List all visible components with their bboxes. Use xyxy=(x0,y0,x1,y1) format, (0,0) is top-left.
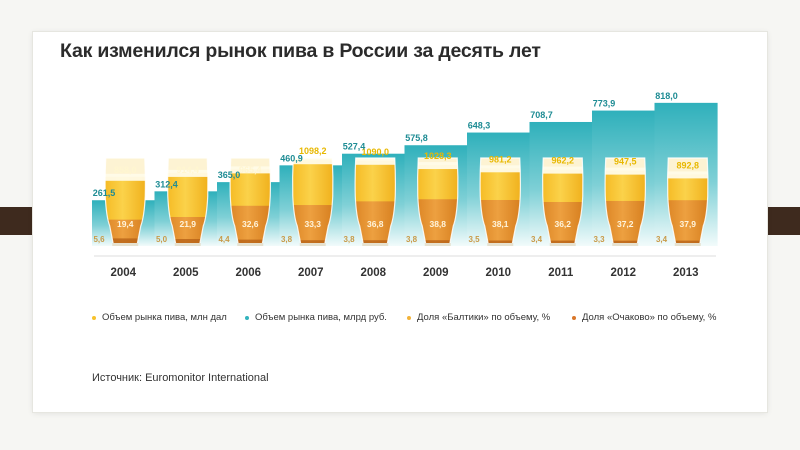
year-tick-label: 2009 xyxy=(423,267,449,279)
baltika-share-label: 32,6 xyxy=(242,219,259,229)
beer-foam xyxy=(230,166,271,174)
value-rub-label: 312,4 xyxy=(155,179,178,189)
ochakovo-share-label: 3,4 xyxy=(531,235,543,244)
volume-dal-label: 965,4 xyxy=(239,165,262,175)
year-tick-label: 2006 xyxy=(235,267,261,279)
year-tick-label: 2012 xyxy=(610,267,636,279)
ochakovo-share-fill xyxy=(230,239,271,244)
volume-dal-label: 892,8 xyxy=(676,160,699,170)
year-tick-label: 2005 xyxy=(173,267,199,279)
beer-foam xyxy=(480,165,521,173)
year-tick-label: 2011 xyxy=(548,267,574,279)
value-rub-label: 773,9 xyxy=(593,99,616,109)
ochakovo-share-label: 3,3 xyxy=(593,235,605,244)
ochakovo-share-fill xyxy=(292,240,333,244)
legend-label: Объем рынка пива, млрд руб. xyxy=(255,312,387,323)
ochakovo-share-fill xyxy=(167,239,208,244)
ochakovo-share-label: 3,5 xyxy=(468,235,480,244)
value-rub-label: 460,9 xyxy=(280,153,303,163)
legend-label: Доля «Балтики» по объему, % xyxy=(417,312,551,323)
legend-label: Доля «Очаково» по объему, % xyxy=(582,312,717,323)
ochakovo-share-label: 4,4 xyxy=(218,235,230,244)
ochakovo-share-fill xyxy=(542,240,583,244)
year-tick-label: 2013 xyxy=(673,267,699,279)
baltika-share-label: 38,1 xyxy=(492,219,509,229)
baltika-share-label: 36,8 xyxy=(367,219,384,229)
ochakovo-share-label: 5,0 xyxy=(156,235,168,244)
glass-base xyxy=(299,243,326,246)
glass-base xyxy=(112,243,139,246)
baltika-share-label: 37,9 xyxy=(679,219,696,229)
baltika-share-label: 21,9 xyxy=(179,219,196,229)
legend-dot-icon xyxy=(407,315,411,320)
ochakovo-share-fill xyxy=(667,240,708,244)
year-tick-label: 2007 xyxy=(298,267,324,279)
legend-item-ochakovo: Доля «Очаково» по объему, % xyxy=(572,312,716,323)
glass-base xyxy=(362,243,389,246)
value-rub-label: 527,4 xyxy=(343,142,366,152)
year-tick-label: 2008 xyxy=(360,267,386,279)
ochakovo-share-label: 5,6 xyxy=(93,235,105,244)
volume-dal-label: 1028,3 xyxy=(424,151,452,161)
legend-label: Объем рынка пива, млн дал xyxy=(102,312,227,323)
legend-item-volume-dal: Объем рынка пива, млн дал xyxy=(92,312,227,323)
glass-base xyxy=(674,243,701,246)
ochakovo-share-label: 3,8 xyxy=(343,235,355,244)
legend-dot-icon xyxy=(245,315,249,320)
ochakovo-share-label: 3,8 xyxy=(406,235,418,244)
ochakovo-share-fill xyxy=(605,240,646,244)
baltika-share-label: 38,8 xyxy=(429,219,446,229)
volume-dal-label: 858,0 xyxy=(114,165,137,175)
value-rub-label: 708,7 xyxy=(530,110,553,120)
baltika-share-label: 36,2 xyxy=(554,219,571,229)
baltika-share-label: 33,3 xyxy=(304,219,321,229)
glass-base xyxy=(424,243,451,246)
legend-item-baltika: Доля «Балтики» по объему, % xyxy=(407,312,550,323)
legend-dot-icon xyxy=(572,315,576,320)
source-note: Источник: Euromonitor International xyxy=(92,372,269,384)
glass-base xyxy=(612,243,639,246)
volume-dal-label: 962,2 xyxy=(551,156,574,166)
volume-dal-label: 981,2 xyxy=(489,154,512,164)
ochakovo-share-fill xyxy=(355,240,396,244)
ochakovo-share-fill xyxy=(105,238,146,244)
year-tick-label: 2010 xyxy=(485,267,511,279)
glass-base xyxy=(549,243,576,246)
beer-foam xyxy=(355,158,396,165)
legend-dot-icon xyxy=(92,315,96,320)
volume-dal-label: 947,5 xyxy=(614,157,637,167)
ochakovo-share-label: 3,4 xyxy=(656,235,668,244)
beer-foam xyxy=(167,169,208,177)
ochakovo-share-label: 3,8 xyxy=(281,235,293,244)
beer-foam xyxy=(417,162,458,170)
baltika-share-label: 37,2 xyxy=(617,219,634,229)
chart-title: Как изменился рынок пива в России за дес… xyxy=(60,40,541,62)
baltika-share-label: 19,4 xyxy=(117,219,134,229)
value-rub-label: 365,0 xyxy=(218,170,241,180)
value-rub-label: 648,3 xyxy=(468,121,491,131)
year-tick-label: 2004 xyxy=(110,267,136,279)
beer-market-chart: 858,019,45,6261,5914,421,95,0312,4965,43… xyxy=(92,91,718,279)
ochakovo-share-fill xyxy=(417,240,458,244)
value-rub-label: 261,5 xyxy=(93,188,116,198)
legend: Объем рынка пива, млн дал Объем рынка пи… xyxy=(0,312,800,326)
beer-foam xyxy=(292,158,333,165)
beer-foam xyxy=(105,173,146,181)
volume-dal-label: 1090,0 xyxy=(361,147,389,157)
beer-foam xyxy=(605,167,646,175)
ochakovo-share-fill xyxy=(480,240,521,244)
legend-item-volume-rub: Объем рынка пива, млрд руб. xyxy=(245,312,387,323)
beer-foam xyxy=(667,171,708,179)
glass-base xyxy=(237,243,264,246)
value-rub-label: 818,0 xyxy=(655,91,678,101)
volume-dal-label: 914,4 xyxy=(176,165,199,175)
glass-base xyxy=(487,243,514,246)
beer-foam xyxy=(542,166,583,174)
glass-base xyxy=(174,243,201,246)
volume-dal-label: 1098,2 xyxy=(299,146,327,156)
value-rub-label: 575,8 xyxy=(405,133,428,143)
